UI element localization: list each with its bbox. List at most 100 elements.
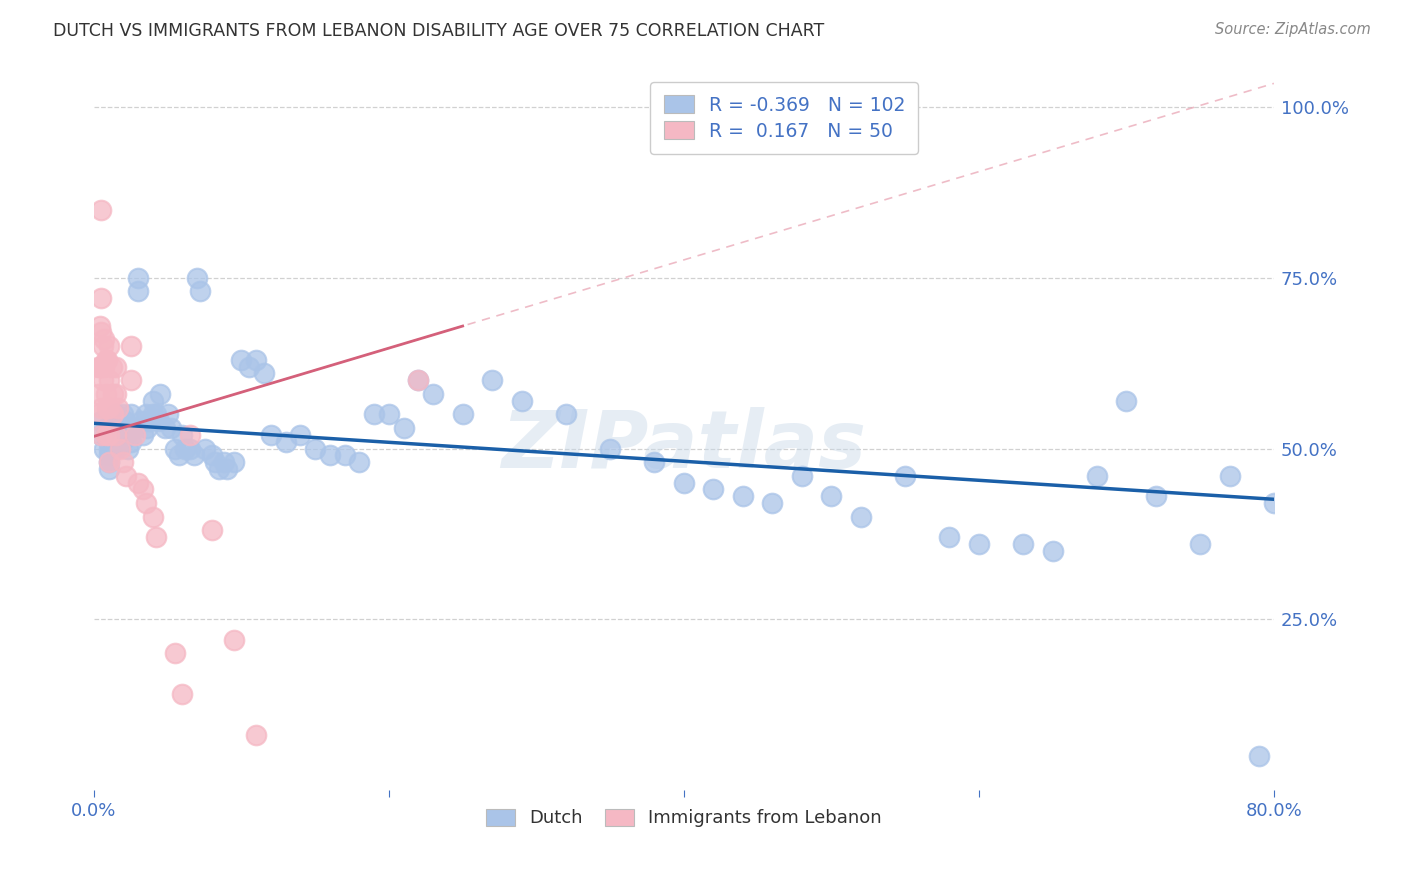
Point bbox=[510, 393, 533, 408]
Point bbox=[139, 414, 162, 428]
Point bbox=[252, 367, 274, 381]
Point bbox=[87, 387, 110, 401]
Point bbox=[142, 509, 165, 524]
Point bbox=[94, 387, 117, 401]
Point bbox=[90, 401, 112, 415]
Point bbox=[790, 468, 813, 483]
Point bbox=[142, 408, 165, 422]
Point bbox=[1012, 537, 1035, 551]
Point bbox=[172, 428, 194, 442]
Point bbox=[117, 442, 139, 456]
Point bbox=[97, 455, 120, 469]
Text: ZIPatlas: ZIPatlas bbox=[502, 407, 866, 484]
Point bbox=[201, 524, 224, 538]
Point bbox=[105, 408, 128, 422]
Point bbox=[849, 509, 872, 524]
Point bbox=[105, 387, 128, 401]
Point bbox=[115, 468, 138, 483]
Point bbox=[967, 537, 990, 551]
Point bbox=[304, 442, 326, 456]
Point bbox=[94, 428, 117, 442]
Legend: Dutch, Immigrants from Lebanon: Dutch, Immigrants from Lebanon bbox=[479, 801, 889, 835]
Point bbox=[451, 408, 474, 422]
Point bbox=[1144, 489, 1167, 503]
Point bbox=[90, 291, 112, 305]
Point bbox=[148, 414, 170, 428]
Point bbox=[672, 475, 695, 490]
Point bbox=[820, 489, 842, 503]
Point bbox=[107, 401, 129, 415]
Point bbox=[105, 359, 128, 374]
Point bbox=[105, 421, 128, 435]
Point bbox=[97, 434, 120, 449]
Point bbox=[96, 401, 118, 415]
Point bbox=[94, 352, 117, 367]
Point bbox=[378, 408, 401, 422]
Point bbox=[87, 359, 110, 374]
Point bbox=[129, 414, 152, 428]
Point bbox=[131, 428, 153, 442]
Point bbox=[208, 462, 231, 476]
Point bbox=[105, 428, 128, 442]
Point bbox=[408, 373, 430, 387]
Point bbox=[188, 285, 211, 299]
Point bbox=[149, 387, 172, 401]
Point bbox=[89, 359, 111, 374]
Point bbox=[201, 448, 224, 462]
Point bbox=[100, 421, 122, 435]
Point bbox=[761, 496, 783, 510]
Point bbox=[89, 318, 111, 333]
Point bbox=[231, 352, 253, 367]
Point bbox=[245, 352, 267, 367]
Point bbox=[93, 442, 115, 456]
Point bbox=[135, 408, 157, 422]
Point bbox=[643, 455, 665, 469]
Point bbox=[105, 442, 128, 456]
Point bbox=[97, 339, 120, 353]
Point bbox=[204, 455, 226, 469]
Point bbox=[90, 428, 112, 442]
Point bbox=[120, 421, 142, 435]
Point bbox=[97, 401, 120, 415]
Point bbox=[101, 428, 124, 442]
Point bbox=[938, 530, 960, 544]
Point bbox=[172, 687, 194, 701]
Point bbox=[145, 408, 167, 422]
Point bbox=[112, 455, 135, 469]
Point bbox=[142, 393, 165, 408]
Point bbox=[97, 442, 120, 456]
Point bbox=[97, 462, 120, 476]
Point bbox=[333, 448, 356, 462]
Point bbox=[153, 421, 176, 435]
Point bbox=[186, 270, 208, 285]
Point bbox=[101, 387, 124, 401]
Point bbox=[183, 448, 205, 462]
Point bbox=[159, 421, 181, 435]
Point bbox=[97, 448, 120, 462]
Point bbox=[105, 414, 128, 428]
Point bbox=[179, 428, 201, 442]
Point bbox=[90, 326, 112, 340]
Point bbox=[222, 455, 245, 469]
Point bbox=[1085, 468, 1108, 483]
Point bbox=[702, 483, 724, 497]
Point bbox=[105, 428, 128, 442]
Point bbox=[97, 373, 120, 387]
Point bbox=[96, 352, 118, 367]
Point bbox=[165, 646, 187, 660]
Point bbox=[156, 408, 179, 422]
Point bbox=[90, 359, 112, 374]
Point bbox=[124, 428, 146, 442]
Point bbox=[120, 373, 142, 387]
Point bbox=[103, 442, 125, 456]
Point bbox=[91, 373, 114, 387]
Point bbox=[408, 373, 430, 387]
Point bbox=[136, 421, 159, 435]
Point bbox=[245, 728, 267, 742]
Point bbox=[90, 428, 112, 442]
Point bbox=[319, 448, 342, 462]
Point bbox=[87, 408, 110, 422]
Point bbox=[481, 373, 503, 387]
Point bbox=[127, 270, 149, 285]
Point bbox=[107, 414, 129, 428]
